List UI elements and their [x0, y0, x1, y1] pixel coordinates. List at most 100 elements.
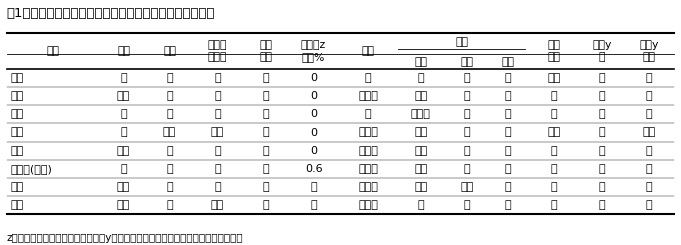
- Text: 徳島: 徳島: [11, 182, 24, 192]
- Text: 自家結z
実率%: 自家結z 実率%: [301, 40, 326, 62]
- Text: －: －: [599, 182, 605, 192]
- Text: 中: 中: [166, 164, 173, 174]
- Text: 着色: 着色: [460, 57, 473, 67]
- Text: 中: 中: [166, 200, 173, 210]
- Text: 微: 微: [505, 200, 511, 210]
- Text: 中: 中: [166, 110, 173, 119]
- Text: 中: 中: [599, 127, 605, 137]
- Text: 淡緑: 淡緑: [414, 127, 428, 137]
- Text: 多: 多: [215, 73, 221, 83]
- Text: 少: 少: [262, 73, 269, 83]
- Text: 少: 少: [262, 182, 269, 192]
- Text: 地色: 地色: [415, 57, 428, 67]
- Text: 円: 円: [365, 73, 372, 83]
- Text: ヤ強: ヤ強: [163, 127, 176, 137]
- Text: 淡緑: 淡緑: [414, 146, 428, 156]
- Text: 中: 中: [551, 91, 557, 101]
- Text: 少: 少: [464, 91, 471, 101]
- Text: 開: 開: [120, 73, 127, 83]
- Text: 0: 0: [310, 110, 317, 119]
- Text: 加工y
性: 加工y 性: [592, 40, 612, 62]
- Text: ヤ多: ヤ多: [211, 127, 224, 137]
- Text: 樹勢: 樹勢: [163, 46, 176, 56]
- Text: 0: 0: [310, 146, 317, 156]
- Text: 中: 中: [166, 73, 173, 83]
- Text: 淡黄緑: 淡黄緑: [411, 110, 431, 119]
- Text: 上: 上: [646, 200, 652, 210]
- Text: 短果枝
の多少: 短果枝 の多少: [208, 40, 227, 62]
- Text: 上: 上: [646, 110, 652, 119]
- Text: 淡緑: 淡緑: [414, 164, 428, 174]
- Text: 少: 少: [464, 127, 471, 137]
- Text: 少: 少: [505, 91, 511, 101]
- Text: 緑: 緑: [417, 73, 424, 83]
- Text: ヤニ: ヤニ: [501, 57, 514, 67]
- Text: 0: 0: [310, 127, 317, 137]
- Text: 0: 0: [310, 91, 317, 101]
- Text: －: －: [311, 200, 317, 210]
- Text: 強: 強: [166, 146, 173, 156]
- Text: 筑波: 筑波: [11, 73, 24, 83]
- Text: 生理
落果: 生理 落果: [259, 40, 272, 62]
- Text: 群馬: 群馬: [11, 110, 24, 119]
- Text: 和歌山(御坊): 和歌山(御坊): [11, 164, 52, 174]
- Text: 微: 微: [262, 127, 269, 137]
- Text: 0: 0: [310, 73, 317, 83]
- Text: z：一部場所は調査年度が異なる。y：梅干しに加工したときの加工性と製品品質。: z：一部場所は調査年度が異なる。y：梅干しに加工したときの加工性と製品品質。: [7, 233, 243, 243]
- Text: 無: 無: [505, 182, 511, 192]
- Text: 中: 中: [215, 182, 221, 192]
- Text: 少: 少: [464, 73, 471, 83]
- Text: 良: 良: [599, 91, 605, 101]
- Text: 中: 中: [166, 91, 173, 101]
- Text: 短楕円: 短楕円: [358, 200, 378, 210]
- Text: 中: 中: [551, 164, 557, 174]
- Text: 淡緑: 淡緑: [414, 91, 428, 101]
- Text: 短楕円: 短楕円: [358, 164, 378, 174]
- Text: 果肉
粗密: 果肉 粗密: [548, 40, 560, 62]
- Text: 良: 良: [599, 73, 605, 83]
- Text: 上: 上: [646, 73, 652, 83]
- Text: 製品y
品質: 製品y 品質: [639, 40, 659, 62]
- Text: 果形: 果形: [362, 46, 375, 56]
- Text: 密: 密: [551, 110, 557, 119]
- Text: 中: 中: [215, 146, 221, 156]
- Text: ヤ多: ヤ多: [460, 182, 473, 192]
- Text: 少: 少: [215, 164, 221, 174]
- Text: ヤ少: ヤ少: [211, 200, 224, 210]
- Text: 開: 開: [120, 110, 127, 119]
- Text: 淡緑: 淡緑: [414, 182, 428, 192]
- Text: 良: 良: [599, 164, 605, 174]
- Text: 中: 中: [166, 182, 173, 192]
- Text: 中: 中: [262, 146, 269, 156]
- Text: ヤ開: ヤ開: [117, 200, 130, 210]
- Text: 中: 中: [120, 127, 127, 137]
- Text: 短楕円: 短楕円: [358, 127, 378, 137]
- Text: 中: 中: [262, 200, 269, 210]
- Text: ヤ開: ヤ開: [117, 91, 130, 101]
- Text: 短楕円: 短楕円: [358, 146, 378, 156]
- Text: 良: 良: [599, 146, 605, 156]
- Text: 上: 上: [646, 146, 652, 156]
- Text: 微: 微: [505, 164, 511, 174]
- Text: 上: 上: [646, 164, 652, 174]
- Text: －: －: [646, 182, 652, 192]
- Text: 開: 開: [120, 164, 127, 174]
- Text: 中: 中: [551, 200, 557, 210]
- Text: 中: 中: [215, 91, 221, 101]
- Text: 樹姿: 樹姿: [117, 46, 130, 56]
- Text: 円: 円: [365, 110, 372, 119]
- Text: 少: 少: [262, 164, 269, 174]
- Text: －: －: [599, 110, 605, 119]
- Text: 地域: 地域: [46, 46, 59, 56]
- Text: 表1　ウメ筑波６号の樹及び果実の特性（１９９６年度）: 表1 ウメ筑波６号の樹及び果実の特性（１９９６年度）: [7, 7, 215, 20]
- Text: 微: 微: [505, 146, 511, 156]
- Text: 上: 上: [646, 91, 652, 101]
- Text: 中: 中: [551, 146, 557, 156]
- Text: ヤ開: ヤ開: [117, 182, 130, 192]
- Text: 短楕円: 短楕円: [358, 182, 378, 192]
- Text: ヤ密: ヤ密: [548, 73, 560, 83]
- Text: 無: 無: [505, 73, 511, 83]
- Text: 中: 中: [215, 110, 221, 119]
- Text: 埼玉: 埼玉: [11, 127, 24, 137]
- Text: 中: 中: [262, 91, 269, 101]
